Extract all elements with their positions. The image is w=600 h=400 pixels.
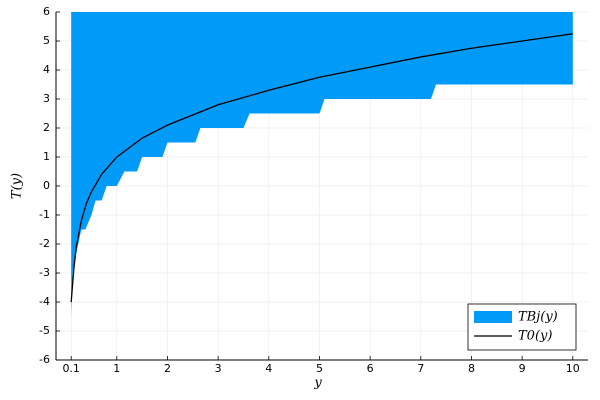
legend-label: TBj(y) xyxy=(518,310,558,325)
x-axis-label: y xyxy=(313,376,322,391)
x-tick-label: 2 xyxy=(164,362,171,375)
x-tick-label: 5 xyxy=(316,362,323,375)
y-tick-label: 4 xyxy=(43,63,50,76)
x-tick-label: 4 xyxy=(265,362,272,375)
x-tick-label: 8 xyxy=(468,362,475,375)
y-tick-label: 5 xyxy=(43,34,50,47)
x-tick-label: 6 xyxy=(367,362,374,375)
x-tick-label: 0.1 xyxy=(62,362,80,375)
x-tick-label: 10 xyxy=(566,362,580,375)
x-tick-label: 1 xyxy=(113,362,120,375)
y-tick-label: 0 xyxy=(43,179,50,192)
y-tick-label: 3 xyxy=(43,92,50,105)
band-area xyxy=(71,12,573,317)
legend-label: T0(y) xyxy=(518,329,552,344)
x-tick-label: 9 xyxy=(519,362,526,375)
y-tick-label: -4 xyxy=(39,295,50,308)
y-axis-label: T(y) xyxy=(10,173,25,199)
y-tick-label: -6 xyxy=(39,353,50,366)
line xyxy=(70,33,573,303)
y-tick-label: -5 xyxy=(39,324,50,337)
y-tick-label: -2 xyxy=(39,237,50,250)
y-tick-label: 6 xyxy=(43,5,50,18)
x-tick-label: 7 xyxy=(417,362,424,375)
plot-area xyxy=(70,12,573,317)
legend-swatch xyxy=(474,311,512,323)
y-tick-label: -3 xyxy=(39,266,50,279)
y-tick-label: 2 xyxy=(43,121,50,134)
y-tick-label: 1 xyxy=(43,150,50,163)
y-tick-label: -1 xyxy=(39,208,50,221)
legend: TBj(y) T0(y) xyxy=(467,303,577,351)
x-tick-label: 3 xyxy=(215,362,222,375)
